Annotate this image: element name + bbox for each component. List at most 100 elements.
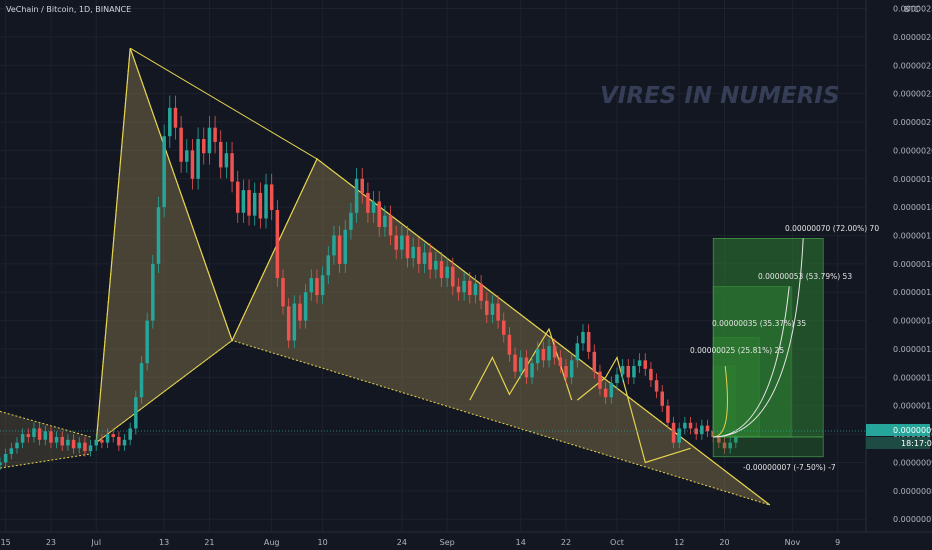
price-tick-label: 0.00000180: [893, 203, 932, 212]
time-tick-label: 20: [719, 538, 729, 547]
candle-body: [728, 442, 732, 449]
candle-body: [286, 306, 291, 341]
candle-body: [434, 261, 438, 270]
candle-body: [88, 445, 93, 452]
candle-body: [94, 439, 98, 446]
candle-body: [462, 280, 466, 293]
price-tick-label: 0.00000120: [893, 373, 932, 382]
candles[interactable]: [0, 95, 738, 471]
candle-body: [49, 431, 53, 443]
candle-body: [151, 263, 155, 321]
candle-body: [473, 283, 478, 296]
last-price-badge: [866, 424, 930, 436]
candle-body: [213, 127, 217, 142]
candle-body: [185, 150, 189, 162]
candle-body: [734, 436, 738, 443]
candle-body: [162, 136, 166, 208]
candle-body: [60, 436, 65, 446]
candle-body: [552, 346, 557, 358]
candle-body: [643, 360, 648, 369]
pattern-1-legs: [95, 48, 771, 506]
candle-body: [100, 439, 104, 443]
candle-body: [139, 363, 144, 398]
candle-body: [3, 453, 8, 463]
price-tick-label: 0.00000190: [893, 175, 932, 184]
candle-body: [518, 357, 523, 372]
price-tick-label: 0.00000090: [893, 458, 932, 467]
time-tick-label: 24: [397, 538, 407, 547]
candle-body: [0, 462, 2, 466]
price-tick-label: 0.00000140: [893, 317, 932, 326]
time-tick-label: 22: [561, 538, 571, 547]
candle-body: [37, 428, 42, 440]
time-axis[interactable]: 15 23 Jul 13 21 Aug 10 24 Sep 14 22 Oct 12 20 Nov 9: [1, 538, 841, 547]
projection-curve-2: [713, 286, 790, 438]
candle-body: [609, 383, 614, 398]
candle-body: [479, 283, 483, 301]
candle-body: [145, 320, 149, 364]
candle-body: [275, 209, 280, 279]
candle-body: [377, 201, 381, 227]
target-box: [712, 238, 824, 438]
candle-body: [190, 150, 195, 179]
candle-body: [558, 357, 563, 367]
candle-body: [700, 425, 704, 435]
candle-body: [371, 201, 376, 213]
pattern-2-legs: [469, 327, 573, 401]
price-tick-label: 0.00000240: [893, 33, 932, 42]
candle-body: [501, 320, 506, 335]
watermark: VIRES IN NUMERIS: [600, 83, 840, 109]
price-axis-panel: [866, 0, 932, 550]
currency-label: BTC: [904, 5, 920, 14]
candle-body: [230, 153, 234, 182]
time-tick-label: Oct: [610, 538, 624, 547]
candle-body: [235, 181, 240, 213]
candle-body: [258, 192, 263, 219]
symbol-title: VeChain / Bitcoin, 1D, BINANCE: [6, 5, 131, 14]
candle-body: [43, 431, 48, 440]
candle-body: [422, 252, 427, 264]
candle-body: [445, 266, 449, 279]
candle-body: [71, 439, 76, 449]
price-tick-label: 0.00000150: [893, 288, 932, 297]
candle-body: [309, 278, 314, 293]
candle-body: [569, 360, 574, 378]
target-3-label: 0.00000053 (53.79%) 53: [758, 272, 852, 281]
candle-body: [490, 303, 495, 315]
time-tick-label: 10: [318, 538, 328, 547]
candle-body: [77, 442, 81, 449]
candle-body: [649, 368, 653, 381]
candle-body: [417, 246, 421, 264]
candle-body: [32, 428, 36, 437]
candle-body: [26, 434, 31, 437]
candle-body: [405, 235, 410, 259]
pattern-1-xb-line: [95, 340, 233, 444]
candle-body: [705, 425, 710, 432]
price-tick-label: 0.00000130: [893, 345, 932, 354]
time-tick-label: Aug: [264, 538, 280, 547]
candle-body: [15, 442, 19, 449]
candle-body: [717, 436, 721, 443]
candle-body: [524, 357, 529, 378]
candle-body: [485, 300, 489, 315]
time-tick-label: 15: [1, 538, 11, 547]
candle-body: [269, 184, 274, 210]
candle-body: [632, 366, 636, 378]
candle-body: [666, 405, 670, 423]
candle-body: [241, 190, 246, 213]
candle-body: [660, 391, 664, 406]
candle-body: [586, 331, 591, 352]
price-tick-label: 0.00000220: [893, 90, 932, 99]
target-4-label: 0.00000070 (72.00%) 70: [785, 224, 879, 233]
price-tick-label: 0.00000250: [893, 5, 932, 14]
candle-body: [360, 178, 365, 193]
candle-body: [315, 278, 319, 296]
candle-body: [298, 303, 302, 321]
candle-body: [134, 397, 138, 429]
candle-body: [535, 348, 540, 364]
candle-body: [468, 280, 472, 296]
candle-body: [654, 380, 659, 392]
candle-body: [332, 235, 336, 256]
